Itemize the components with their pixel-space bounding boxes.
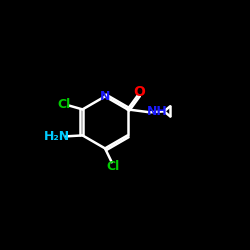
- Text: O: O: [133, 84, 145, 98]
- Text: N: N: [100, 90, 110, 103]
- Text: NH: NH: [146, 105, 167, 118]
- Text: Cl: Cl: [57, 98, 70, 111]
- Text: Cl: Cl: [107, 160, 120, 173]
- Text: H₂N: H₂N: [44, 130, 70, 143]
